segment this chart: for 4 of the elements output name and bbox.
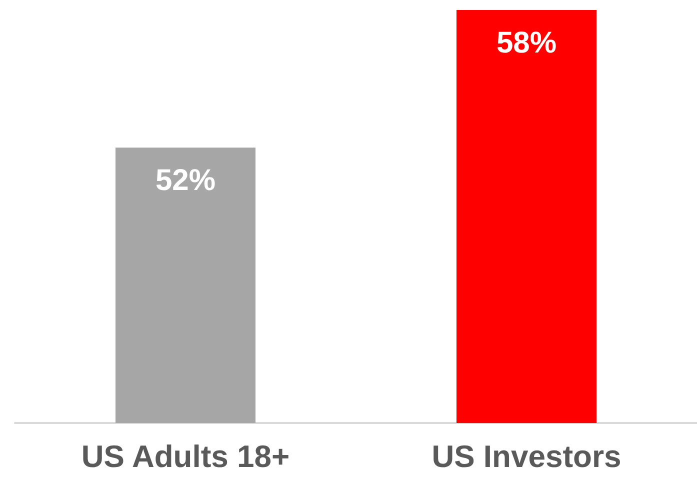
x-tick-label: US Adults 18+ (81, 439, 290, 474)
data-label: 52% (155, 164, 216, 198)
x-tick-label: US Investors (432, 439, 622, 474)
data-label: 58% (496, 26, 557, 60)
